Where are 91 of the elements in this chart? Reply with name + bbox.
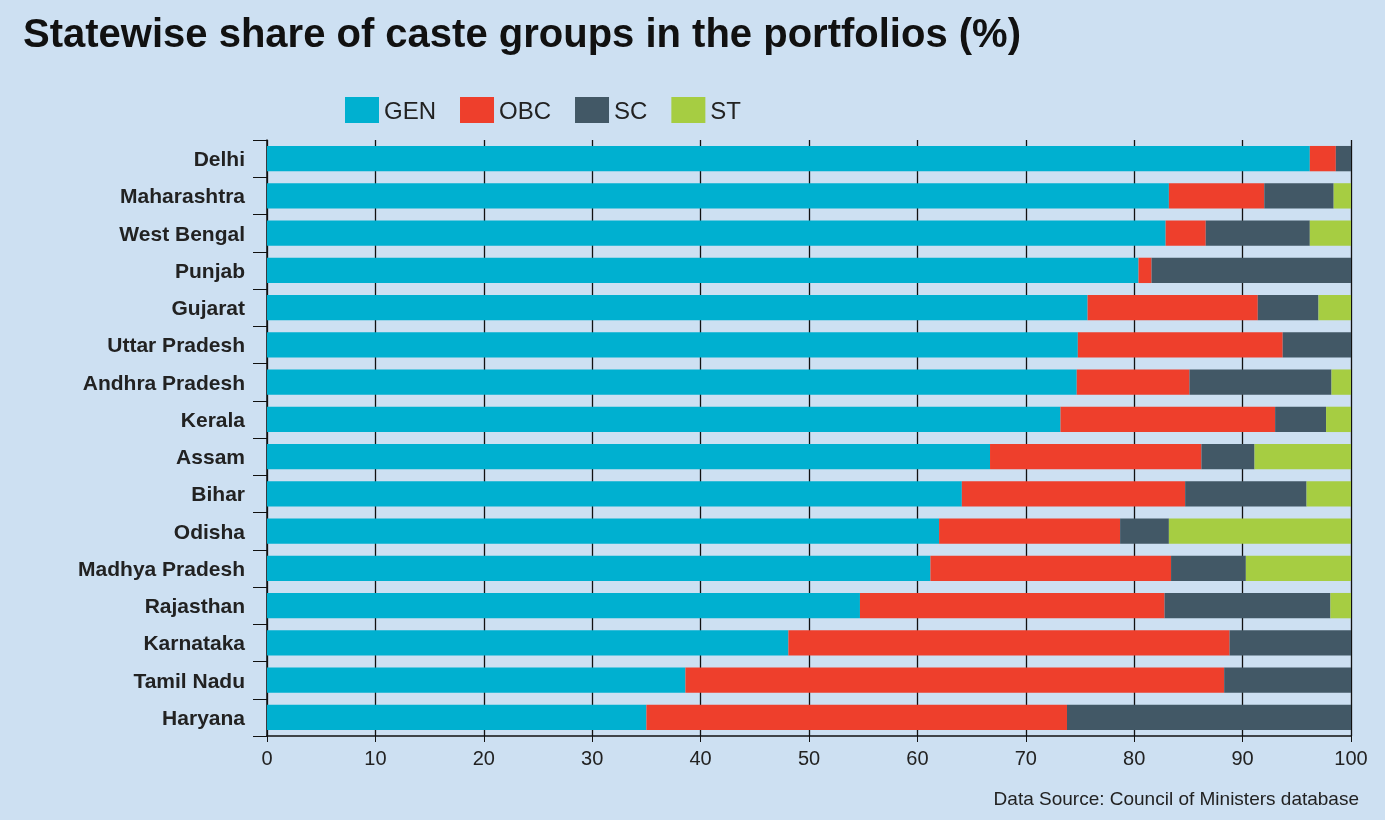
x-tick-label: 30 [581, 747, 604, 769]
legend-label: SC [614, 96, 648, 124]
y-tick-label: Madhya Pradesh [78, 556, 245, 580]
y-tick-label: Andhra Pradesh [82, 370, 245, 394]
bar [1066, 704, 1351, 731]
bar [1201, 443, 1255, 470]
legend-label: OBC [499, 96, 552, 124]
bar [1168, 518, 1351, 544]
bar [1282, 332, 1351, 358]
bar [1185, 481, 1307, 507]
x-tick-label: 100 [1334, 747, 1368, 769]
y-tick-label: Uttar Pradesh [107, 333, 245, 357]
y-tick-label: West Bengal [119, 221, 245, 245]
bar [267, 183, 1169, 209]
y-tick-label: Kerala [180, 407, 246, 431]
bar [1171, 555, 1246, 582]
bar [788, 630, 1230, 656]
bar [1264, 183, 1334, 209]
bar [1189, 369, 1332, 395]
bar [939, 518, 1121, 544]
bar [1165, 220, 1206, 246]
bar [267, 704, 647, 731]
bar [267, 220, 1166, 246]
y-tick-label: Assam [176, 445, 245, 469]
x-tick-label: 90 [1231, 747, 1254, 769]
y-tick-label: Odisha [173, 519, 246, 543]
bar [267, 592, 860, 619]
bar [990, 443, 1202, 470]
bar [1076, 369, 1190, 395]
x-tick-label: 40 [689, 747, 712, 769]
bar [1229, 630, 1351, 656]
bar [1254, 443, 1351, 470]
bar [267, 406, 1061, 433]
legend-label: ST [710, 96, 742, 124]
y-tick-label: Delhi [193, 147, 245, 171]
y-tick-label: Gujarat [171, 296, 245, 320]
bar [267, 443, 991, 470]
bar [1306, 481, 1351, 507]
bar [1138, 257, 1152, 284]
x-tick-label: 0 [261, 747, 273, 769]
bar [267, 481, 962, 507]
legend-label: GEN [384, 96, 437, 124]
bar [1151, 257, 1351, 284]
x-tick-label: 80 [1123, 747, 1146, 769]
bar [1164, 592, 1331, 619]
bar [1318, 294, 1351, 321]
bar [961, 481, 1186, 507]
bar [1224, 667, 1351, 693]
x-tick-label: 20 [472, 747, 495, 769]
bar [267, 518, 940, 544]
bar [267, 555, 931, 582]
bar [267, 332, 1078, 358]
bar [1257, 294, 1319, 321]
bar [859, 592, 1165, 619]
x-tick-label: 10 [364, 747, 387, 769]
chart-title: Statewise share of caste groups in the portfolios (%) [23, 11, 1021, 55]
bar [1245, 555, 1351, 582]
bar [1335, 145, 1351, 172]
bar [267, 145, 1310, 172]
bar [1060, 406, 1276, 433]
bar [646, 704, 1067, 731]
x-tick-label: 60 [906, 747, 929, 769]
x-tick-label: 50 [797, 747, 821, 769]
bar [1168, 183, 1265, 209]
bar [267, 369, 1077, 395]
bar [267, 630, 789, 656]
source-note: Data Source: Council of Ministers database [993, 788, 1360, 809]
bar [1077, 332, 1283, 358]
bar [1330, 592, 1351, 619]
bar [1309, 220, 1351, 246]
y-tick-label: Bihar [191, 482, 245, 506]
y-tick-label: Maharashtra [120, 184, 246, 208]
x-tick-label: 70 [1014, 747, 1037, 769]
bar [267, 294, 1088, 321]
bar [1309, 145, 1336, 172]
bar [1087, 294, 1258, 321]
bar [1120, 518, 1169, 544]
y-tick-label: Punjab [174, 258, 245, 282]
y-tick-label: Rajasthan [144, 594, 245, 618]
y-tick-label: Tamil Nadu [133, 668, 245, 692]
bar [1331, 369, 1351, 395]
bar [1205, 220, 1310, 246]
bar [930, 555, 1172, 582]
bar [267, 667, 686, 693]
bar [1275, 406, 1327, 433]
bar [1326, 406, 1351, 433]
bar [685, 667, 1225, 693]
y-tick-label: Haryana [162, 705, 246, 729]
y-tick-label: Karnataka [143, 631, 246, 655]
bar [267, 257, 1139, 284]
bar [1333, 183, 1351, 209]
